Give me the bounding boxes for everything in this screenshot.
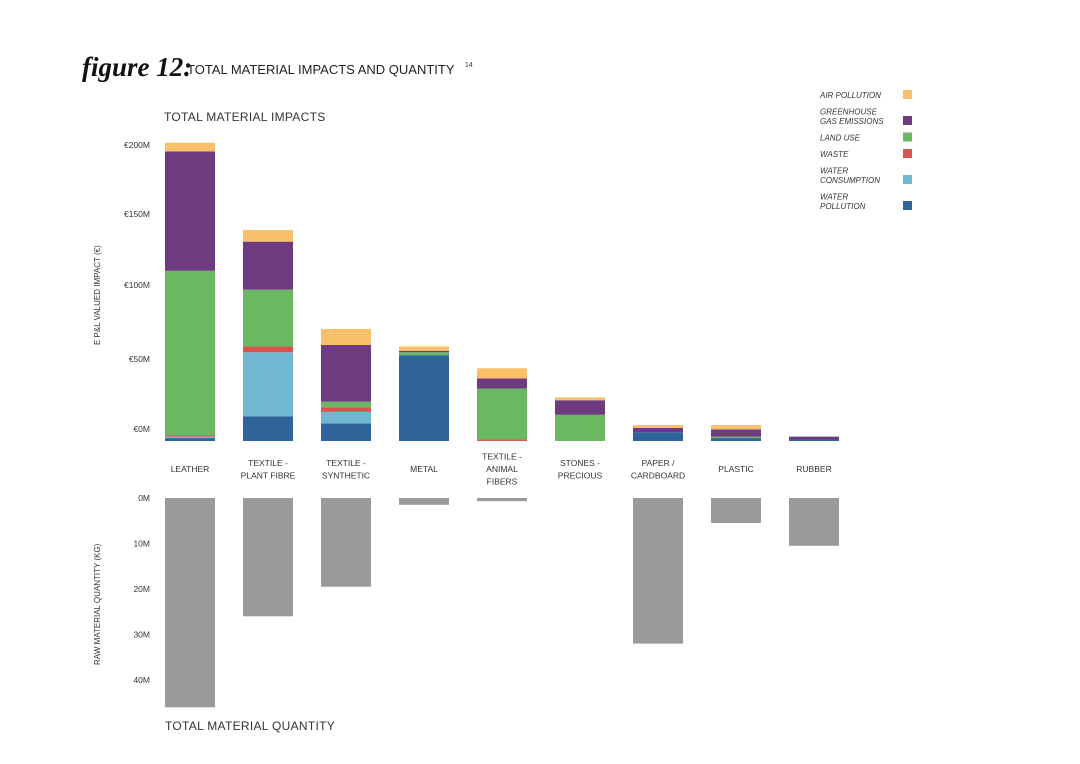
impact-bar-segment-water-pollution: [243, 416, 293, 441]
category-label: PLASTIC: [718, 464, 753, 474]
legend-label: WASTE: [820, 150, 849, 159]
impact-bar-segment-air-pollution: [633, 424, 683, 428]
legend-label: WATER CONSUMPTION: [820, 167, 880, 186]
impacts-y-tick-label: €100M: [124, 280, 150, 290]
figure-footnote: 14: [465, 62, 473, 69]
figure-label: figure 12:: [82, 52, 192, 82]
impact-bar-segment-land-use: [321, 401, 371, 408]
impact-bar-segment-water-consumption: [321, 411, 371, 424]
impact-bar-segment-air-pollution: [321, 328, 371, 345]
quantity-bar: [399, 498, 449, 505]
impact-bar-segment-waste: [243, 346, 293, 353]
category-labels: LEATHER TEXTILE -PLANT FIBRE TEXTILE -SYNT…: [171, 452, 832, 487]
quantity-y-tick-label: 0M: [138, 493, 150, 503]
category-label: PAPER / CARDBOARD: [631, 458, 685, 481]
impact-bar-segment-air-pollution: [555, 397, 605, 401]
impact-bar-segment-air-pollution: [711, 424, 761, 430]
impact-bar-segment-water-pollution: [789, 439, 839, 441]
quantity-bar: [321, 498, 371, 587]
impacts-title: TOTAL MATERIAL IMPACTS: [164, 110, 326, 124]
impact-bar-segment-greenhouse-gas-emissions: [555, 400, 605, 415]
impacts-y-tick-label: €0M: [133, 424, 150, 434]
quantity-bar: [165, 498, 215, 708]
impact-bar-segment-air-pollution: [399, 346, 449, 351]
legend-swatch: [903, 132, 912, 142]
quantity-title: TOTAL MATERIAL QUANTITY: [165, 719, 335, 733]
impacts-y-tick-label: €200M: [124, 140, 150, 150]
impacts-y-tick-label: €50M: [129, 354, 150, 364]
legend-swatch: [903, 90, 912, 99]
legend-label: AIR POLLUTION: [819, 91, 881, 100]
category-label: TEXTILE -PLANT FIBRE: [241, 458, 296, 481]
quantity-bar: [633, 498, 683, 644]
impact-bar-segment-water-pollution: [321, 423, 371, 441]
impact-bar-segment-waste: [477, 439, 527, 441]
impact-bar-segment-waste: [321, 407, 371, 412]
quantity-y-tick-label: 10M: [133, 539, 150, 549]
impact-bar-segment-land-use: [165, 270, 215, 436]
quantity-bars: [165, 498, 839, 708]
impact-bar-segment-greenhouse-gas-emissions: [321, 344, 371, 402]
impact-bar-segment-air-pollution: [165, 142, 215, 152]
legend-label: LAND USE: [820, 134, 861, 143]
quantity-bar: [477, 498, 527, 502]
quantity-y-ticks: 0M 10M 20M 30M 40M: [133, 493, 150, 685]
quantity-y-tick-label: 30M: [133, 630, 150, 640]
quantity-y-axis-label: RAW MATERIAL QUANTITY (KG): [93, 543, 102, 665]
impacts-y-axis-label: E P&L VALUED IMPACT (€): [93, 245, 102, 345]
category-label: STONES -PRECIOUS: [558, 458, 603, 481]
quantity-bar: [789, 498, 839, 546]
impact-bar-segment-greenhouse-gas-emissions: [399, 350, 449, 353]
legend-label: GREENHOUSE GAS EMISSIONS: [820, 108, 884, 127]
impact-bar-segment-land-use: [555, 414, 605, 441]
impact-bar-segment-water-pollution: [711, 438, 761, 441]
impact-bar-segment-land-use: [399, 352, 449, 356]
impact-bar-segment-land-use: [243, 289, 293, 347]
impact-bar-segment-air-pollution: [243, 230, 293, 242]
quantity-y-tick-label: 20M: [133, 584, 150, 594]
impact-bar-segment-land-use: [477, 388, 527, 440]
category-label: LEATHER: [171, 464, 210, 474]
legend: AIR POLLUTION GREENHOUSE GAS EMISSIONS LAND…: [819, 90, 912, 211]
impacts-bars: [165, 142, 839, 441]
category-label: METAL: [410, 464, 438, 474]
category-label: TEXTILE -SYNTHETIC: [322, 458, 370, 481]
figure-title: TOTAL MATERIAL IMPACTS AND QUANTITY: [187, 62, 455, 77]
impact-bar-segment-water-pollution: [165, 438, 215, 441]
impact-bar-segment-greenhouse-gas-emissions: [711, 429, 761, 437]
quantity-y-tick-label: 40M: [133, 675, 150, 685]
legend-swatch: [903, 149, 912, 158]
impact-bar-segment-land-use: [711, 436, 761, 439]
category-label: TEXTILE -ANIMAL FIBERS: [482, 452, 522, 487]
legend-swatch: [903, 116, 912, 125]
legend-swatch: [903, 201, 912, 210]
impact-bar-segment-water-consumption: [243, 352, 293, 417]
impact-bar-segment-water-consumption: [165, 436, 215, 439]
impact-bar-segment-air-pollution: [477, 368, 527, 379]
impact-bar-segment-greenhouse-gas-emissions: [477, 378, 527, 389]
category-label: RUBBER: [796, 464, 831, 474]
legend-swatch: [903, 175, 912, 184]
impact-bar-segment-water-pollution: [399, 355, 449, 441]
quantity-bar: [243, 498, 293, 617]
impact-bar-segment-greenhouse-gas-emissions: [243, 241, 293, 290]
impact-bar-segment-water-pollution: [633, 432, 683, 441]
legend-label: WATER POLLUTION: [820, 193, 866, 212]
impact-bar-segment-greenhouse-gas-emissions: [165, 151, 215, 271]
impact-bar-segment-waste: [165, 435, 215, 437]
quantity-bar: [711, 498, 761, 524]
impact-bar-segment-greenhouse-gas-emissions: [633, 427, 683, 433]
impacts-y-tick-label: €150M: [124, 209, 150, 219]
impact-bar-segment-greenhouse-gas-emissions: [789, 436, 839, 440]
impacts-y-ticks: €0M €50M €100M €150M €200M: [124, 140, 150, 434]
